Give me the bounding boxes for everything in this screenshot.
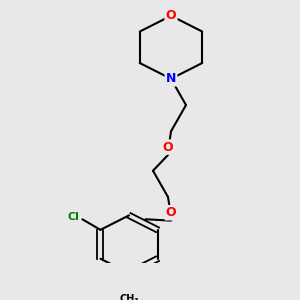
Text: O: O: [166, 206, 176, 219]
Text: Cl: Cl: [68, 212, 80, 222]
Text: O: O: [166, 9, 176, 22]
Text: N: N: [166, 72, 176, 85]
Text: CH₃: CH₃: [119, 294, 139, 300]
Text: O: O: [163, 141, 173, 154]
